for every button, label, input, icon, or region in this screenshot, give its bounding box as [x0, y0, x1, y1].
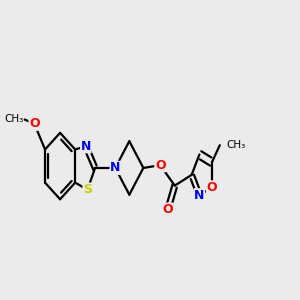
Text: O: O [155, 159, 166, 172]
Text: CH₃: CH₃ [4, 115, 23, 124]
Text: O: O [163, 203, 173, 216]
Text: O: O [207, 181, 217, 194]
Text: N: N [81, 140, 91, 153]
Text: S: S [83, 183, 92, 196]
Text: N: N [110, 161, 121, 174]
Text: CH₃: CH₃ [226, 140, 245, 150]
Text: N: N [194, 189, 205, 202]
Text: O: O [29, 117, 40, 130]
